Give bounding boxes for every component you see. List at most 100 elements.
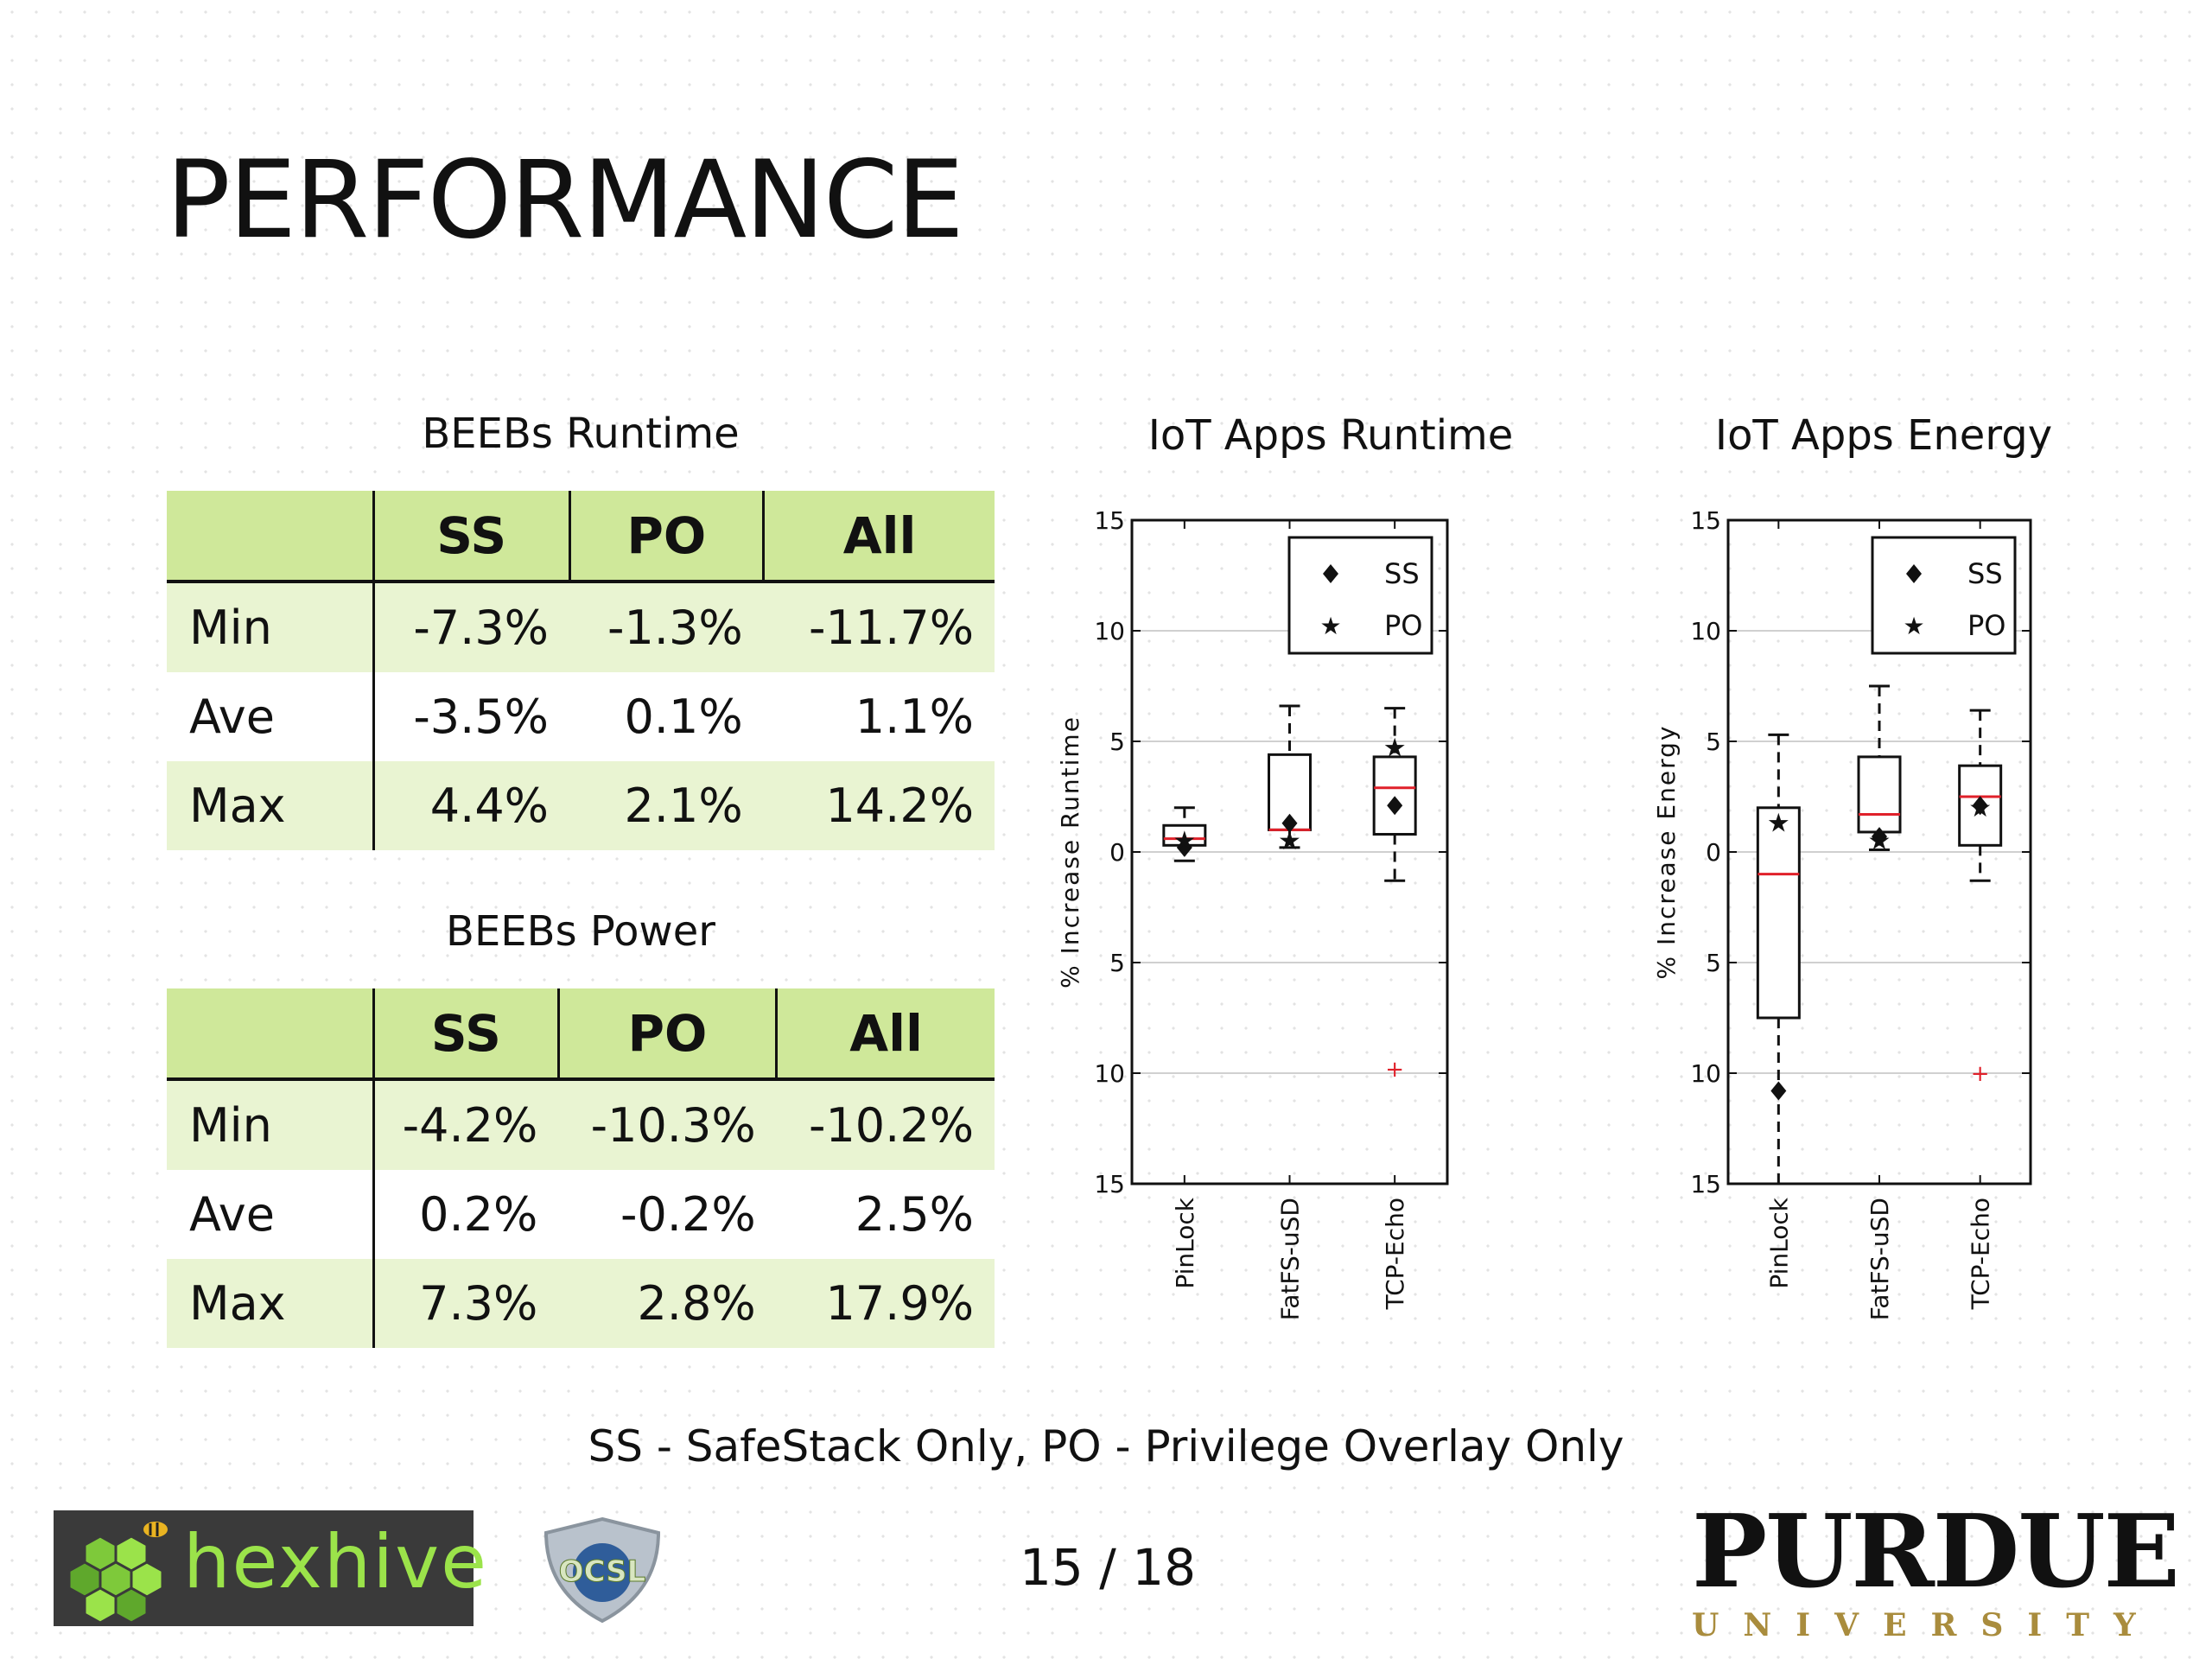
table-corner (167, 988, 374, 1081)
row-label: Min (167, 582, 375, 672)
table-caption-power: BEEBs Power (446, 907, 715, 956)
legend-po-label: PO (1384, 609, 1422, 642)
cell-value: 14.2% (763, 761, 995, 850)
cell-value: 4.4% (373, 761, 569, 850)
cell-value: 2.1% (569, 761, 764, 850)
ss-marker (1770, 1081, 1787, 1101)
ss-marker (1872, 827, 1887, 847)
table-corner (167, 491, 374, 583)
column-header-ss: SS (372, 988, 559, 1081)
row-label: Max (167, 761, 375, 850)
po-marker: ★ (1383, 734, 1407, 764)
honeycomb-bee-icon (67, 1522, 168, 1624)
table-row: Min -4.2% -10.3% -10.2% (167, 1079, 995, 1170)
row-label: Ave (167, 672, 375, 761)
x-tick-label: PinLock (1171, 1197, 1199, 1288)
y-tick-label: 0 (1109, 838, 1125, 867)
y-tick-label: 10 (1690, 617, 1721, 645)
ss-marker (1972, 796, 1988, 816)
table-row: Ave -3.5% 0.1% 1.1% (167, 672, 995, 761)
cell-value: 17.9% (776, 1259, 995, 1348)
outlier-point: + (1385, 1057, 1404, 1083)
outlier-point: + (1971, 1061, 1990, 1087)
po-marker: ★ (1278, 826, 1301, 856)
column-header-all: All (762, 491, 995, 583)
cell-value: 1.1% (763, 672, 995, 761)
po-marker: ★ (1868, 826, 1891, 856)
purdue-university: UNIVERSITY (1692, 1607, 2160, 1643)
cell-value: -10.3% (558, 1079, 777, 1170)
table-row: Ave 0.2% -0.2% 2.5% (167, 1170, 995, 1259)
box (1857, 755, 1902, 834)
table-row: Min -7.3% -1.3% -11.7% (167, 582, 995, 672)
cell-value: 7.3% (373, 1259, 559, 1348)
beebs-power-table: SS PO All Min -4.2% -10.3% -10.2% Ave 0.… (167, 988, 995, 1348)
runtime-boxplot: 15 10 5 0 5 10 15 % Increase Runtime ★ PinLock ★ Fa… (1056, 506, 1449, 1320)
table-caption-runtime: BEEBs Runtime (422, 410, 740, 458)
ss-marker (1387, 796, 1403, 816)
po-marker: ★ (1767, 809, 1790, 839)
y-axis-label: % Increase Runtime (1056, 715, 1084, 988)
legend-ss-marker (1323, 564, 1338, 583)
y-tick-label: 5 (1109, 949, 1125, 977)
x-tick-label: TCP-Echo (1381, 1198, 1409, 1310)
y-tick-label: 0 (1706, 838, 1721, 867)
cell-value: -11.7% (763, 582, 995, 672)
slide-title: PERFORMANCE (166, 138, 964, 263)
cell-value: 0.2% (373, 1170, 559, 1259)
cell-value: -1.3% (569, 582, 764, 672)
row-label: Min (167, 1079, 375, 1170)
chart-title-runtime: IoT Apps Runtime (1147, 411, 1514, 460)
y-tick-label: 15 (1094, 1170, 1125, 1198)
legend-po-marker: ★ (1903, 612, 1924, 640)
energy-boxplot: 15 10 5 0 5 10 15 % Increase Energy ★ PinLock ★ Fat… (1652, 506, 2032, 1320)
hexhive-logo: hexhive (54, 1510, 486, 1626)
y-tick-label: 5 (1109, 728, 1125, 756)
y-tick-label: 5 (1706, 728, 1721, 756)
column-header-po: PO (568, 491, 764, 583)
cell-value: -3.5% (373, 672, 569, 761)
legend-po-label: PO (1967, 609, 2005, 642)
legend-po-marker: ★ (1319, 612, 1341, 640)
purdue-logo: PURDUE UNIVERSITY (1692, 1493, 2180, 1643)
cell-value: -10.2% (776, 1079, 995, 1170)
legend-ss-label: SS (1384, 557, 1420, 590)
y-tick-label: 10 (1094, 617, 1125, 645)
y-tick-label: 15 (1690, 506, 1721, 535)
table-row: Max 4.4% 2.1% 14.2% (167, 761, 995, 850)
legend-box (1287, 536, 1433, 655)
ocsl-wordmark: OCSL (559, 1554, 646, 1589)
column-header-po: PO (556, 988, 777, 1081)
row-label: Ave (167, 1170, 375, 1259)
beebs-runtime-table: SS PO All Min -7.3% -1.3% -11.7% Ave -3.… (167, 491, 995, 850)
ss-marker (1281, 813, 1298, 833)
table-header-row: SS PO All (167, 988, 995, 1081)
po-marker: ★ (1173, 826, 1196, 856)
shield-icon (543, 1516, 661, 1624)
legend-ss-marker (1906, 564, 1922, 583)
cell-value: 2.8% (558, 1259, 777, 1348)
table-row: Max 7.3% 2.8% 17.9% (167, 1259, 995, 1348)
chart-title-energy: IoT Apps Energy (1714, 411, 2053, 460)
box (1756, 806, 1801, 1020)
legend-ss-label: SS (1967, 557, 2003, 590)
column-header-all: All (775, 988, 995, 1081)
x-tick-label: FatFS-uSD (1276, 1198, 1305, 1320)
x-tick-label: TCP-Echo (1967, 1198, 1995, 1310)
footnote: SS - SafeStack Only, PO - Privilege Over… (588, 1421, 1624, 1471)
column-header-ss: SS (372, 491, 569, 583)
page-number: 15 / 18 (1020, 1538, 1197, 1597)
purdue-wordmark: PURDUE (1692, 1493, 2180, 1611)
po-marker: ★ (1968, 793, 1992, 823)
cell-value: -4.2% (373, 1079, 559, 1170)
cell-value: -0.2% (558, 1170, 777, 1259)
y-tick-label: 10 (1094, 1059, 1125, 1088)
cell-value: 0.1% (569, 672, 764, 761)
legend-box (1871, 536, 2017, 655)
x-tick-label: FatFS-uSD (1866, 1198, 1894, 1320)
hexhive-wordmark: hexhive (183, 1519, 489, 1605)
x-tick-label: PinLock (1764, 1197, 1793, 1288)
y-axis-label: % Increase Energy (1652, 725, 1681, 980)
cell-value: 2.5% (776, 1170, 995, 1259)
row-label: Max (167, 1259, 375, 1348)
